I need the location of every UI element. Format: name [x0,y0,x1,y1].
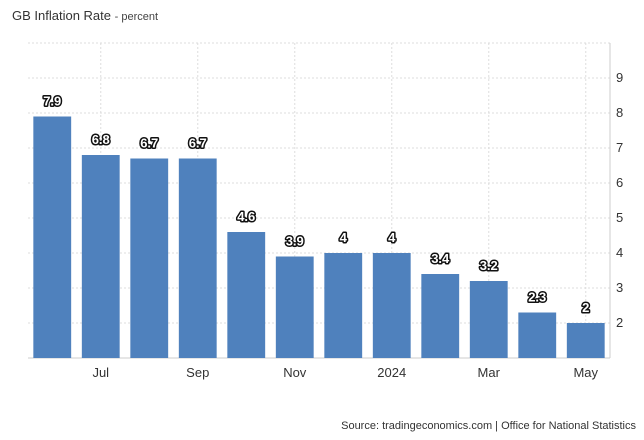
y-tick-label: 3 [616,280,623,295]
bar-aug [130,158,169,358]
x-tick-label: Sep [186,365,209,380]
data-label: 4 [388,230,396,245]
data-label: 6.8 [92,132,110,147]
bar-dec [324,253,363,358]
data-label: 3.4 [431,251,450,266]
bar-sep [178,158,217,358]
chart-title-subtitle: - percent [114,11,159,23]
bar-nov [275,256,314,358]
data-label: 4 [340,230,348,245]
bar-apr [518,312,557,358]
x-tick-label: 2024 [377,365,406,380]
grid-lines [28,42,610,358]
bar-oct [227,232,266,358]
data-label: 7.9 [43,94,61,109]
bar-mar [469,281,508,358]
x-axis-ticks: Jul Sep Nov 2024 Mar May [92,365,598,380]
data-label: 3.9 [286,234,304,249]
y-tick-label: 5 [616,210,623,225]
bar-jun [33,116,72,358]
bar-jul [81,155,120,358]
x-tick-label: Nov [283,365,307,380]
data-labels: 7.9 6.8 6.7 6.7 4.6 3.9 4 4 3.4 3.2 2.3 2 [42,92,591,317]
y-tick-label: 7 [616,140,623,155]
y-tick-label: 8 [616,105,623,120]
chart-title-main: GB Inflation Rate [12,8,111,23]
bar-2024 [372,253,411,358]
bars [33,116,605,358]
source-attribution: Source: tradingeconomics.com | Office fo… [341,420,636,432]
y-axis-ticks: 2 3 4 5 6 7 8 9 [616,70,623,330]
data-label: 4.6 [237,209,255,224]
data-label: 6.7 [189,136,207,151]
x-tick-label: Mar [478,365,501,380]
chart-title: GB Inflation Rate - percent [12,8,158,23]
x-tick-label: Jul [92,365,109,380]
x-tick-label: May [573,365,598,380]
y-tick-label: 6 [616,175,623,190]
bar-may [566,323,605,358]
y-tick-label: 4 [616,245,623,260]
y-tick-label: 2 [616,315,623,330]
data-label: 3.2 [480,258,498,273]
y-tick-label: 9 [616,70,623,85]
data-label: 2 [582,300,589,315]
data-label: 2.3 [528,290,546,305]
bar-feb [421,274,460,358]
data-label: 6.7 [140,136,158,151]
